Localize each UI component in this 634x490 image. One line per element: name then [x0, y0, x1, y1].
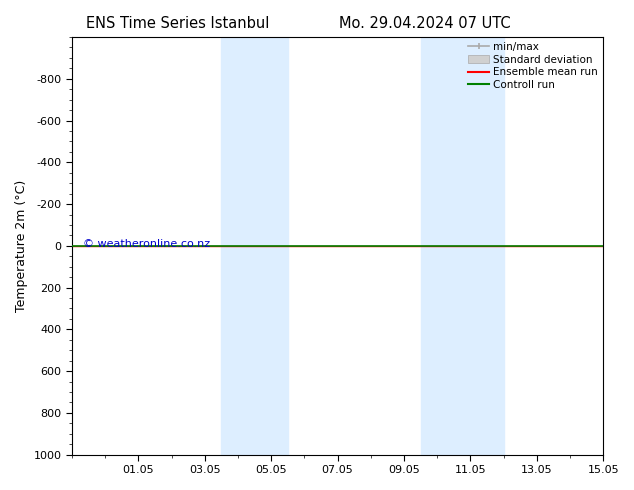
Bar [420, 37, 503, 455]
Text: Mo. 29.04.2024 07 UTC: Mo. 29.04.2024 07 UTC [339, 16, 510, 31]
Bar [221, 37, 288, 455]
Text: ENS Time Series Istanbul: ENS Time Series Istanbul [86, 16, 269, 31]
Text: © weatheronline.co.nz: © weatheronline.co.nz [82, 239, 210, 249]
Legend: min/max, Standard deviation, Ensemble mean run, Controll run: min/max, Standard deviation, Ensemble me… [465, 39, 601, 93]
Y-axis label: Temperature 2m (°C): Temperature 2m (°C) [15, 180, 28, 312]
